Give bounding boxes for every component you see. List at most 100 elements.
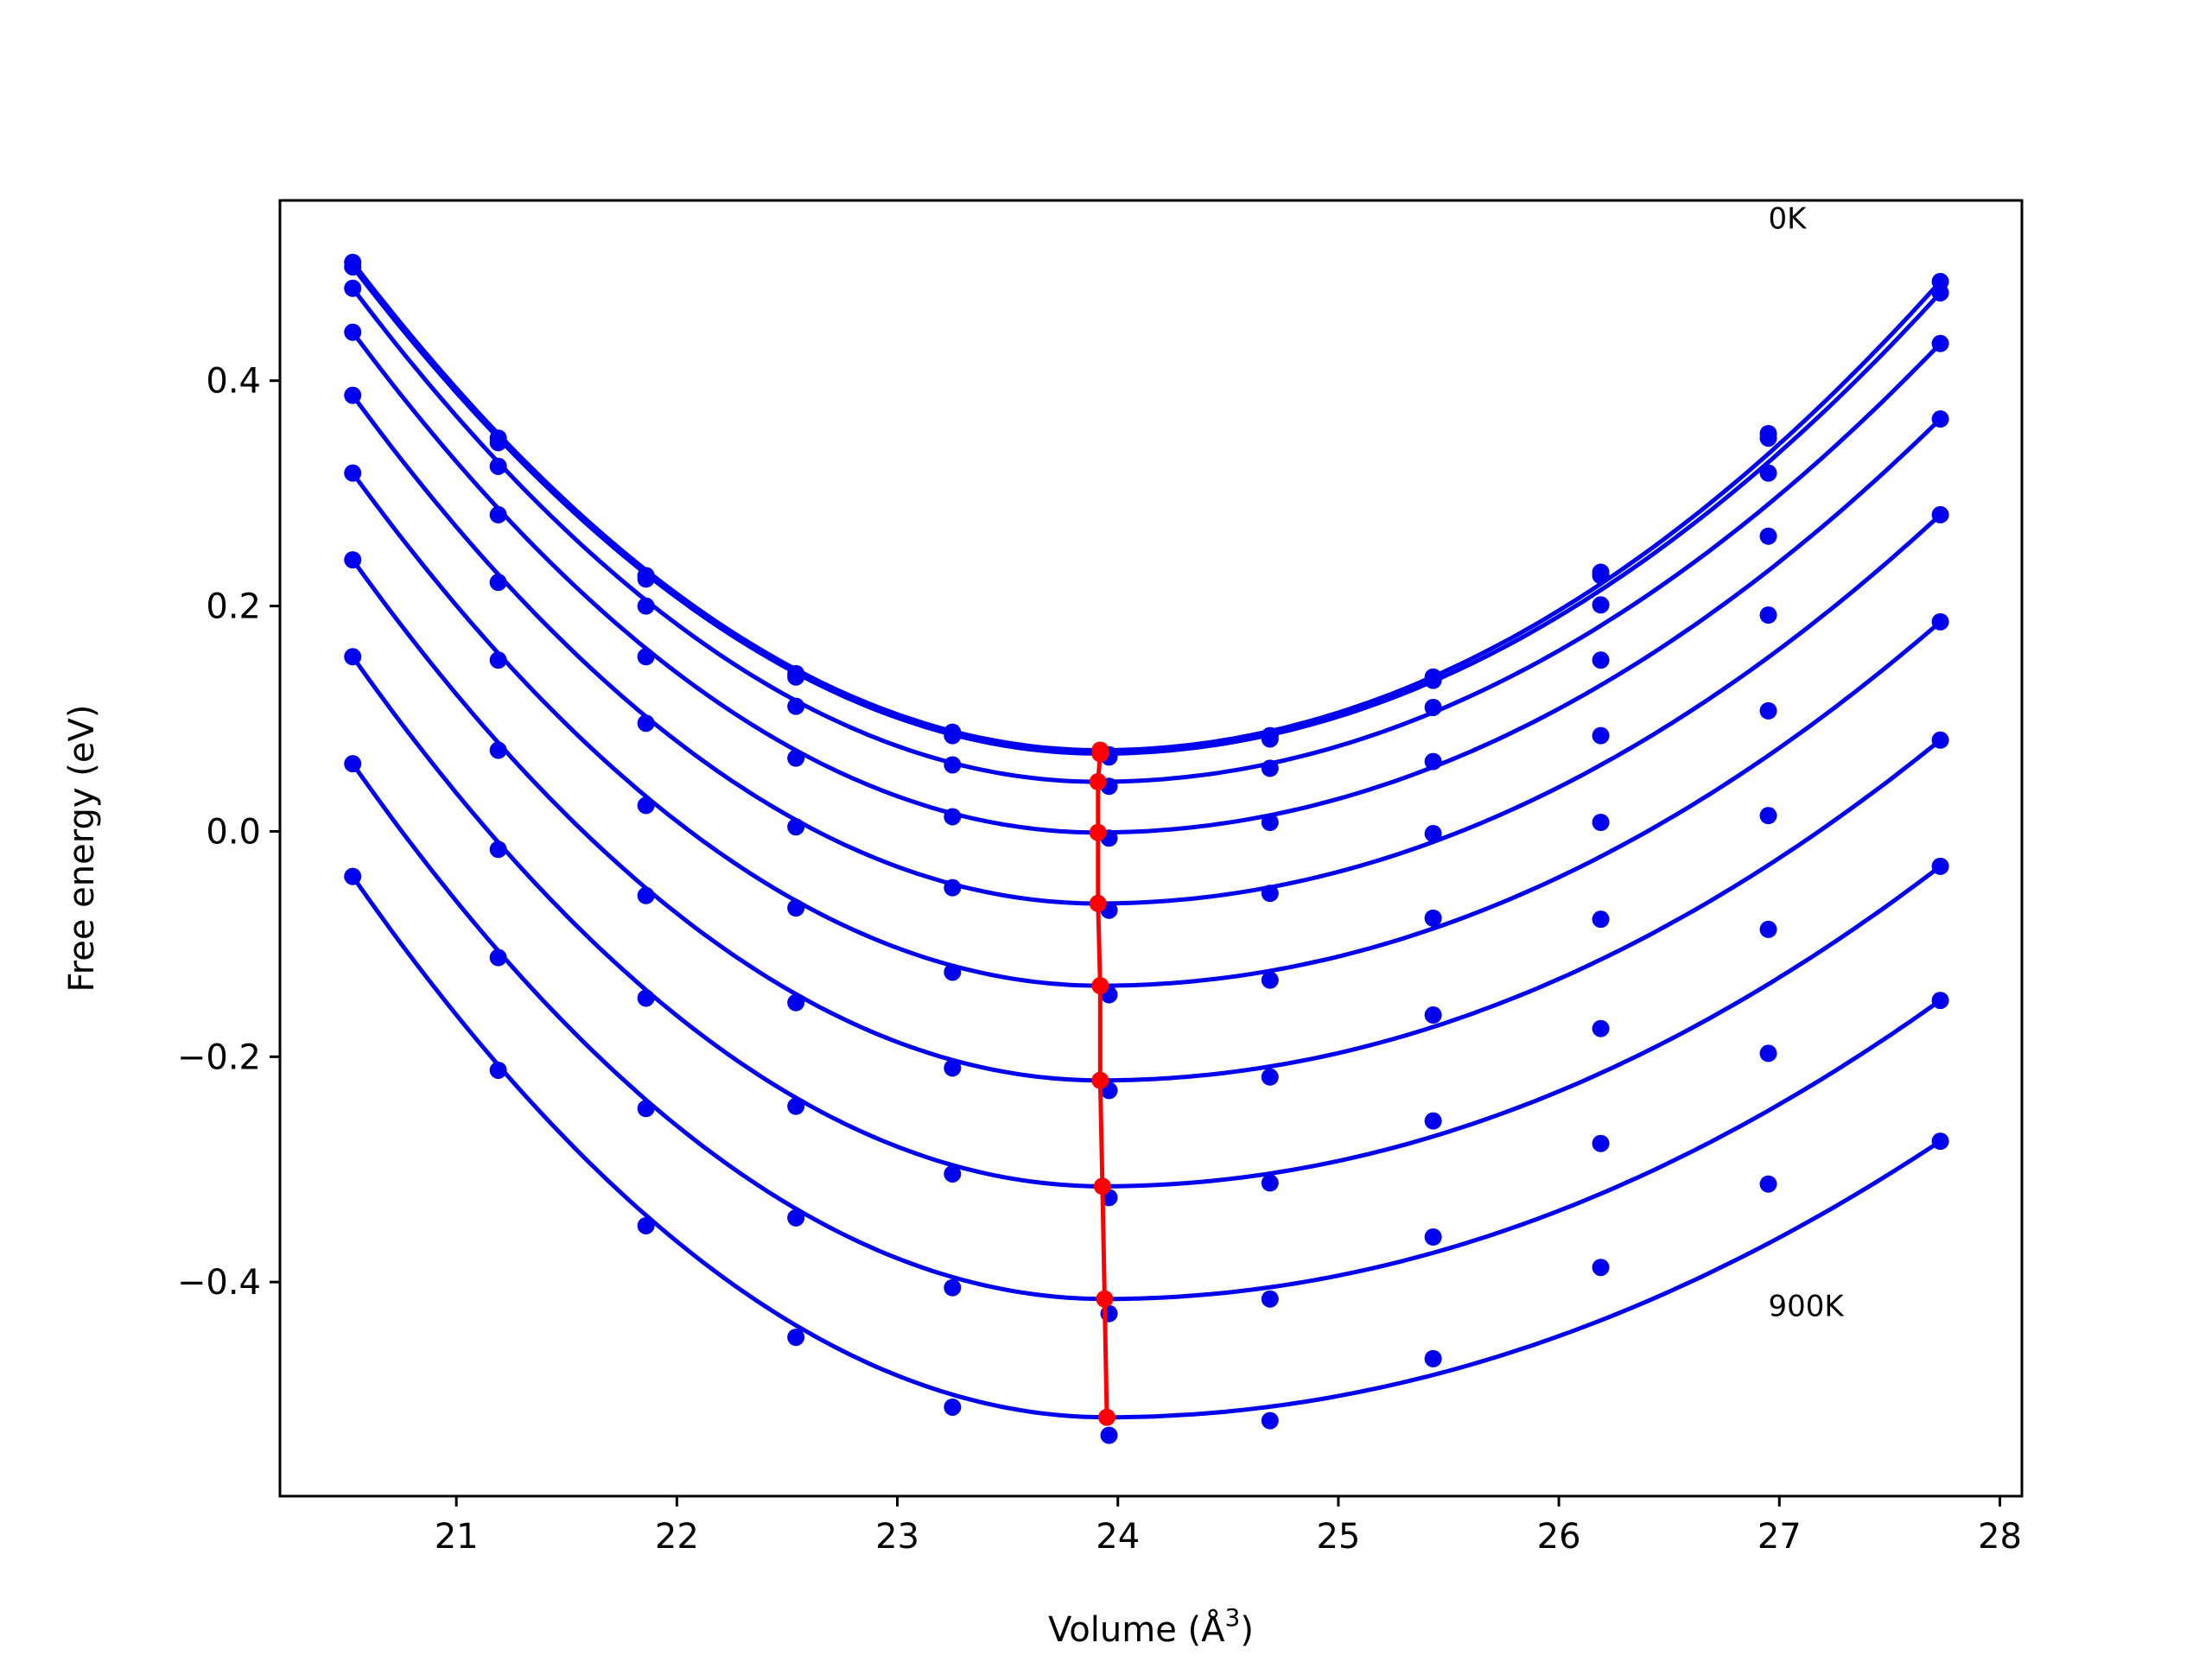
data-point-6-8 [1592, 910, 1610, 929]
data-point-9-0 [344, 867, 362, 885]
data-point-9-6 [1261, 1411, 1279, 1430]
data-point-4-1 [489, 574, 507, 592]
data-point-4-10 [1931, 505, 1949, 523]
data-point-4-4 [944, 879, 962, 897]
data-point-3-8 [1592, 651, 1610, 669]
minimum-point-8 [1096, 1290, 1114, 1308]
data-point-2-0 [344, 279, 362, 297]
data-point-3-6 [1261, 814, 1279, 831]
data-point-7-4 [944, 1164, 962, 1183]
minimum-point-3 [1089, 823, 1107, 841]
data-point-6-1 [489, 741, 507, 759]
data-point-6-0 [344, 551, 362, 569]
data-point-3-7 [1424, 752, 1442, 771]
data-point-7-8 [1592, 1019, 1610, 1037]
data-point-2-9 [1759, 464, 1777, 482]
data-point-1-2 [637, 570, 655, 588]
data-point-5-4 [944, 963, 962, 981]
data-point-2-10 [1931, 334, 1949, 352]
data-point-2-8 [1592, 596, 1610, 614]
minimum-point-5 [1091, 977, 1109, 995]
data-point-9-1 [489, 1061, 507, 1079]
minimum-point-4 [1089, 894, 1107, 912]
data-point-1-1 [489, 434, 507, 452]
data-point-1-6 [1261, 730, 1279, 748]
x-tick-label-7: 28 [1978, 1517, 2022, 1557]
data-point-4-7 [1424, 825, 1442, 843]
data-point-7-7 [1424, 1112, 1442, 1130]
fit-curve-5 [351, 472, 1942, 988]
y-tick-label-0: −0.4 [177, 1263, 261, 1303]
minima-line [1096, 750, 1109, 1418]
data-point-5-7 [1424, 909, 1442, 927]
data-point-5-10 [1931, 612, 1949, 631]
data-point-9-3 [787, 1329, 805, 1347]
annotation-0: 0K [1769, 202, 1808, 237]
data-point-3-3 [787, 749, 805, 767]
data-point-8-3 [787, 1208, 805, 1227]
data-point-2-2 [637, 597, 655, 615]
data-point-1-7 [1424, 671, 1442, 689]
data-point-5-1 [489, 651, 507, 669]
x-axis-label: Volume (Å3) [1048, 1603, 1254, 1650]
y-tick-label-4: 0.4 [206, 362, 261, 402]
x-tick-label-2: 23 [875, 1517, 919, 1557]
x-tick-label-0: 21 [435, 1517, 479, 1557]
data-point-3-1 [489, 505, 507, 523]
data-point-5-6 [1261, 971, 1279, 989]
data-point-3-10 [1931, 410, 1949, 428]
data-point-9-10 [1931, 1132, 1949, 1151]
data-point-8-8 [1592, 1134, 1610, 1152]
data-point-8-9 [1759, 1044, 1777, 1063]
data-point-3-0 [344, 323, 362, 341]
data-point-4-6 [1261, 885, 1279, 903]
fit-curve-4 [351, 394, 1942, 906]
data-point-6-3 [787, 993, 805, 1012]
y-tick-label-2: 0.0 [206, 812, 261, 852]
fit-curve-3 [351, 331, 1942, 835]
fit-curve-8 [351, 762, 1942, 1302]
data-point-4-3 [787, 818, 805, 836]
data-point-4-8 [1592, 726, 1610, 745]
fit-curve-7 [351, 655, 1942, 1189]
data-point-6-9 [1759, 807, 1777, 825]
data-point-8-6 [1261, 1290, 1279, 1308]
fit-curve-6 [351, 558, 1942, 1083]
data-point-1-4 [944, 726, 962, 745]
data-point-1-3 [787, 668, 805, 686]
annotation-1: 900K [1769, 1289, 1846, 1323]
data-point-1-8 [1592, 567, 1610, 585]
data-point-7-6 [1261, 1174, 1279, 1192]
minimum-point-2 [1089, 773, 1107, 791]
x-tick-label-5: 26 [1537, 1517, 1581, 1557]
annotations: 0K 900K [1769, 202, 1846, 1324]
data-point-2-7 [1424, 698, 1442, 716]
data-point-8-7 [1424, 1228, 1442, 1246]
minimum-point-9 [1097, 1408, 1116, 1426]
data-point-8-2 [637, 1100, 655, 1118]
data-point-8-1 [489, 948, 507, 967]
y-axis-ticks: −0.4 −0.2 0.0 0.2 0.4 [177, 362, 280, 1303]
data-point-9-2 [637, 1216, 655, 1234]
data-point-8-4 [944, 1278, 962, 1297]
data-point-8-0 [344, 755, 362, 773]
data-point-6-2 [637, 886, 655, 904]
fit-curve-1 [351, 265, 1942, 756]
data-point-5-3 [787, 899, 805, 917]
data-point-9-7 [1424, 1349, 1442, 1367]
minima-path [1089, 741, 1116, 1426]
data-point-8-10 [1931, 992, 1949, 1010]
minimum-point-1 [1091, 745, 1109, 763]
data-point-3-9 [1759, 527, 1777, 545]
data-point-4-9 [1759, 606, 1777, 624]
data-point-2-1 [489, 457, 507, 475]
data-point-5-0 [344, 464, 362, 482]
data-point-9-4 [944, 1398, 962, 1416]
data-point-2-4 [944, 756, 962, 774]
data-point-1-9 [1759, 429, 1777, 447]
data-point-4-0 [344, 386, 362, 404]
fit-curve-9 [351, 875, 1942, 1420]
data-point-1-10 [1931, 283, 1949, 301]
data-point-5-8 [1592, 814, 1610, 831]
